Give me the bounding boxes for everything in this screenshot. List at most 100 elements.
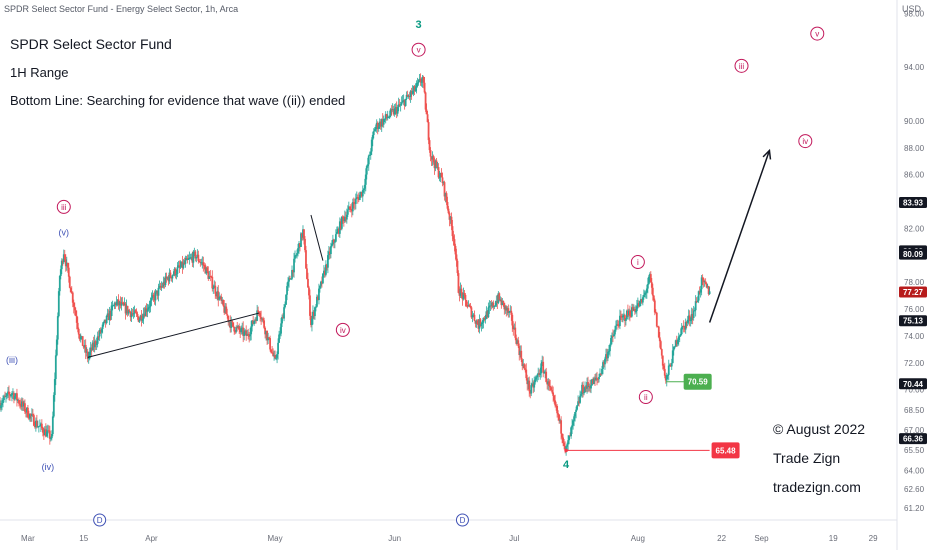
- candle-body: [450, 216, 453, 227]
- candle-body: [294, 255, 296, 259]
- candle-body: [200, 262, 203, 264]
- candle-body: [264, 327, 267, 335]
- candle-body: [317, 296, 319, 301]
- candle-body: [301, 233, 303, 238]
- candle-body: [699, 289, 702, 293]
- candle-body: [159, 285, 162, 288]
- price-tick-label: 94.00: [904, 63, 925, 72]
- candle-body: [53, 379, 56, 396]
- candle-body: [329, 246, 332, 255]
- price-callout-label: 70.59: [688, 378, 709, 387]
- candle-body: [76, 322, 79, 329]
- candle-body: [347, 206, 350, 210]
- candle-body: [43, 429, 46, 436]
- candle-body: [82, 345, 85, 348]
- candle-body: [692, 310, 695, 318]
- candle-body: [295, 255, 297, 257]
- candle-body: [369, 151, 372, 155]
- candle-body: [679, 334, 682, 336]
- candle-body: [41, 428, 44, 433]
- candle-body: [225, 306, 228, 315]
- candle-body: [266, 330, 269, 341]
- time-tick-label: 22: [717, 534, 726, 543]
- candle-body: [490, 305, 493, 307]
- price-callout-bg: [683, 373, 712, 390]
- candle-body: [571, 425, 573, 428]
- price-callout: 70.59: [683, 373, 712, 390]
- candle-body: [210, 276, 213, 278]
- candle-body: [465, 300, 468, 307]
- candle-body: [454, 245, 457, 255]
- candle-body: [25, 411, 27, 413]
- candle-body: [380, 119, 383, 127]
- candle-body: [11, 393, 13, 395]
- wave-label-ring: [638, 390, 653, 405]
- dividend-marker-ring: [93, 513, 107, 527]
- price-axis-tag-label: 77.27: [903, 288, 924, 297]
- candle-body: [652, 295, 655, 301]
- candle-body: [96, 336, 99, 344]
- candle-body: [61, 260, 64, 263]
- candle-body: [351, 202, 354, 212]
- candle-body: [85, 351, 88, 353]
- candle-body: [510, 310, 513, 315]
- candle-body: [190, 257, 193, 259]
- price-axis-tag-bg: [899, 315, 927, 327]
- candle-body: [434, 160, 437, 169]
- candle-body: [515, 337, 518, 344]
- candle-body: [559, 420, 562, 422]
- candle-body: [464, 294, 467, 301]
- candle-body: [227, 315, 230, 322]
- price-tick-label: 82.00: [904, 224, 925, 233]
- candle-body: [613, 334, 615, 337]
- price-callout: 65.48: [711, 442, 740, 459]
- candle-body: [236, 326, 239, 328]
- candle-body: [673, 346, 676, 348]
- candle-body: [473, 314, 476, 321]
- candle-body: [226, 314, 229, 316]
- candle-body: [288, 278, 290, 282]
- candle-body: [191, 257, 194, 263]
- candle-body: [386, 117, 389, 119]
- candle-body: [573, 416, 575, 421]
- candle-body: [38, 425, 41, 427]
- candle-body: [215, 293, 218, 297]
- wave-label: (v): [59, 227, 70, 237]
- candle-body: [166, 277, 169, 279]
- candle-body: [358, 194, 361, 200]
- candle-body: [483, 317, 486, 320]
- candle-body: [402, 99, 405, 101]
- candle-body: [594, 378, 596, 380]
- candle-body: [279, 333, 281, 335]
- candle-body: [394, 107, 397, 109]
- price-axis-tag: 77.27: [899, 286, 927, 298]
- candle-body: [64, 259, 67, 267]
- candle-body: [440, 172, 443, 178]
- candle-body: [203, 265, 206, 267]
- candle-body: [245, 330, 248, 336]
- candle-body: [134, 310, 137, 313]
- candle-body: [460, 288, 463, 293]
- price-axis-tag-label: 83.93: [903, 198, 924, 207]
- candle-body: [689, 320, 692, 322]
- candle-body: [385, 114, 388, 118]
- candle-body: [345, 214, 348, 220]
- candle-body: [337, 228, 340, 234]
- website-link[interactable]: tradezign.com: [773, 479, 861, 495]
- candle-body: [8, 391, 10, 395]
- candle-body: [624, 315, 626, 322]
- candle-body: [459, 288, 462, 296]
- candle-body: [633, 309, 636, 312]
- candle-body: [632, 309, 635, 311]
- candle-body: [350, 209, 353, 212]
- candle-body: [687, 315, 690, 320]
- candle-body: [664, 375, 667, 381]
- candle-body: [73, 306, 76, 311]
- candle-body: [375, 122, 378, 127]
- candle-body: [636, 303, 639, 307]
- candle-body: [665, 375, 668, 381]
- candle-body: [421, 76, 424, 82]
- candle-body: [59, 269, 62, 277]
